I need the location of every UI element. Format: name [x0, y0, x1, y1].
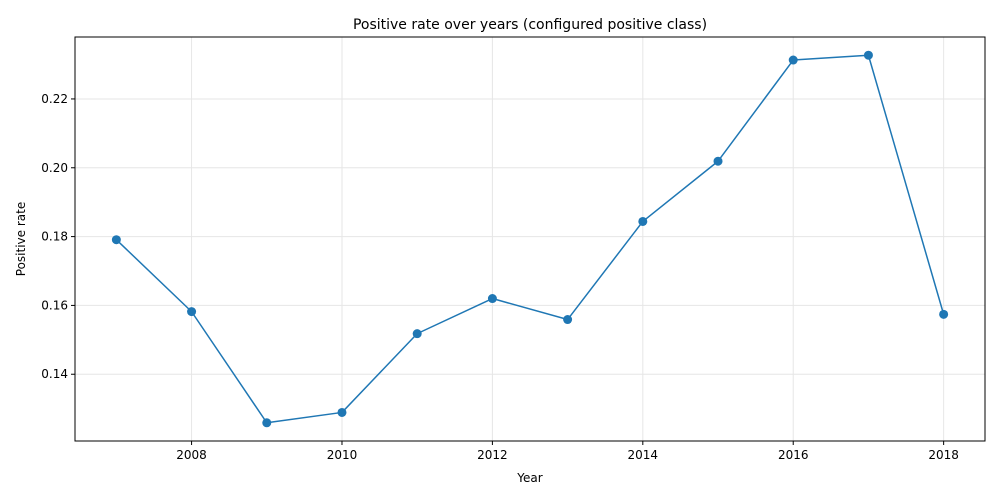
x-tick-label: 2008 [176, 448, 207, 462]
data-point [487, 294, 497, 304]
chart-title: Positive rate over years (configured pos… [353, 17, 707, 33]
data-point [863, 50, 873, 60]
grid [75, 37, 985, 441]
y-tick-label: 0.22 [41, 92, 68, 106]
x-axis: 2008 2010 2012 2014 2016 2018 [176, 441, 959, 462]
y-tick-label: 0.16 [41, 298, 68, 312]
plot-frame [74, 36, 986, 442]
data-point [713, 156, 723, 166]
x-tick-label: 2018 [928, 448, 959, 462]
data-point [111, 235, 121, 245]
x-tick-label: 2012 [477, 448, 508, 462]
series-group [111, 50, 949, 428]
x-tick-label: 2014 [628, 448, 659, 462]
x-axis-title: Year [516, 471, 542, 485]
data-point [788, 55, 798, 65]
data-point [412, 329, 422, 339]
x-tick-label: 2016 [778, 448, 809, 462]
data-point [563, 315, 573, 325]
data-point [939, 309, 949, 319]
data-point [638, 216, 648, 226]
y-axis-title: Positive rate [14, 202, 28, 276]
series-line [115, 54, 945, 424]
data-point [262, 418, 272, 428]
y-tick-label: 0.20 [41, 161, 68, 175]
data-point [337, 407, 347, 417]
x-tick-label: 2010 [327, 448, 358, 462]
y-axis: 0.14 0.16 0.18 0.20 0.22 [41, 92, 75, 381]
y-tick-label: 0.18 [41, 230, 68, 244]
data-point [187, 307, 197, 317]
y-tick-label: 0.14 [41, 367, 68, 381]
